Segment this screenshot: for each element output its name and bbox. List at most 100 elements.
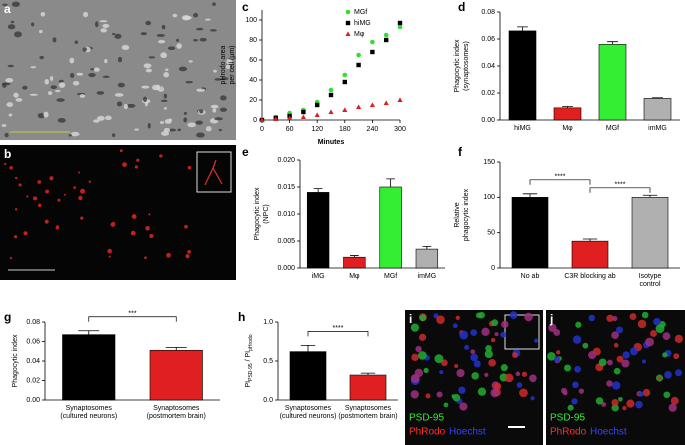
significance-bracket	[589, 187, 651, 193]
cell	[18, 183, 22, 187]
bar	[415, 248, 439, 269]
y-tick-label: 0.02	[481, 90, 495, 97]
cell	[571, 398, 578, 405]
cell	[69, 57, 75, 64]
bar	[631, 197, 669, 269]
y-tick-label: 0.00	[481, 117, 495, 124]
cell	[13, 235, 18, 239]
bar	[643, 98, 672, 121]
cell	[1, 82, 11, 86]
legend-label: hiMG	[354, 20, 371, 27]
cell	[567, 404, 574, 411]
cell	[588, 314, 595, 322]
cell	[673, 353, 680, 360]
cell	[49, 176, 54, 181]
cell	[14, 208, 18, 211]
cell	[22, 85, 28, 90]
cell	[419, 314, 427, 322]
cell	[136, 158, 140, 162]
cell	[582, 342, 589, 349]
x-tick-label: Mφ	[349, 273, 360, 280]
cell	[70, 73, 75, 78]
error-bar	[422, 246, 432, 250]
cell	[140, 32, 148, 36]
error-bar	[165, 346, 187, 351]
cell	[78, 171, 81, 174]
cell	[50, 85, 57, 90]
cell	[145, 68, 152, 73]
cell	[104, 115, 112, 121]
cell	[564, 364, 571, 372]
cell	[122, 162, 127, 168]
legend-marker	[345, 9, 351, 15]
marker	[397, 97, 403, 102]
cell	[163, 93, 168, 99]
error-bar	[582, 238, 598, 242]
cell	[111, 32, 116, 36]
y-tick-label: 1.0	[263, 319, 273, 326]
marker	[384, 37, 389, 43]
cell	[131, 214, 137, 220]
y-axis-label: phagocytic index	[463, 188, 470, 241]
cell	[554, 356, 561, 363]
cell	[52, 37, 57, 43]
cell	[530, 396, 535, 401]
cell	[10, 20, 15, 24]
y-tick-label: 100	[483, 194, 495, 201]
cell	[40, 12, 46, 17]
panel-letter: c	[242, 0, 249, 14]
cell	[168, 128, 177, 132]
cell	[641, 359, 646, 364]
cell	[193, 13, 199, 18]
cell	[172, 13, 178, 18]
cell	[529, 374, 537, 383]
cell	[214, 77, 222, 81]
cell	[160, 131, 170, 136]
cell	[484, 349, 493, 359]
cell	[491, 319, 499, 327]
cell	[82, 47, 87, 52]
cell	[204, 18, 211, 21]
cell	[39, 55, 45, 60]
cell	[626, 399, 635, 408]
cell	[470, 329, 478, 336]
cell	[116, 101, 123, 107]
error-bar	[350, 255, 359, 258]
cell	[595, 397, 604, 405]
cell	[493, 382, 502, 391]
cell	[512, 352, 518, 359]
marker	[328, 92, 334, 98]
error-bar	[652, 97, 663, 99]
cell	[54, 89, 61, 93]
cell	[618, 396, 623, 402]
marker	[287, 115, 293, 120]
cell	[9, 257, 13, 260]
cell	[165, 68, 169, 71]
cell	[225, 64, 231, 69]
cell	[183, 117, 188, 123]
cell	[548, 323, 557, 332]
cell	[163, 71, 170, 78]
y-axis-label-part: PSD-95	[248, 363, 254, 381]
cell	[157, 40, 166, 44]
cell	[434, 354, 444, 364]
cell	[484, 372, 489, 377]
significance-label: ***	[128, 311, 136, 318]
cell	[37, 203, 42, 207]
cell	[606, 380, 613, 387]
cell	[212, 108, 217, 113]
panel-letter: j	[549, 312, 553, 326]
x-tick-label: 240	[367, 126, 379, 133]
cell	[8, 113, 13, 117]
x-tick-label: hiMG	[514, 125, 531, 132]
cell	[143, 96, 147, 103]
cell	[160, 99, 168, 103]
y-tick-label: 0.04	[481, 63, 495, 70]
cell	[107, 248, 112, 254]
marker	[370, 39, 375, 45]
cell	[45, 189, 50, 194]
cell	[126, 103, 136, 108]
bar	[149, 349, 203, 401]
x-tick-label: Mφ	[562, 125, 573, 132]
y-tick-label: 0	[491, 265, 495, 272]
